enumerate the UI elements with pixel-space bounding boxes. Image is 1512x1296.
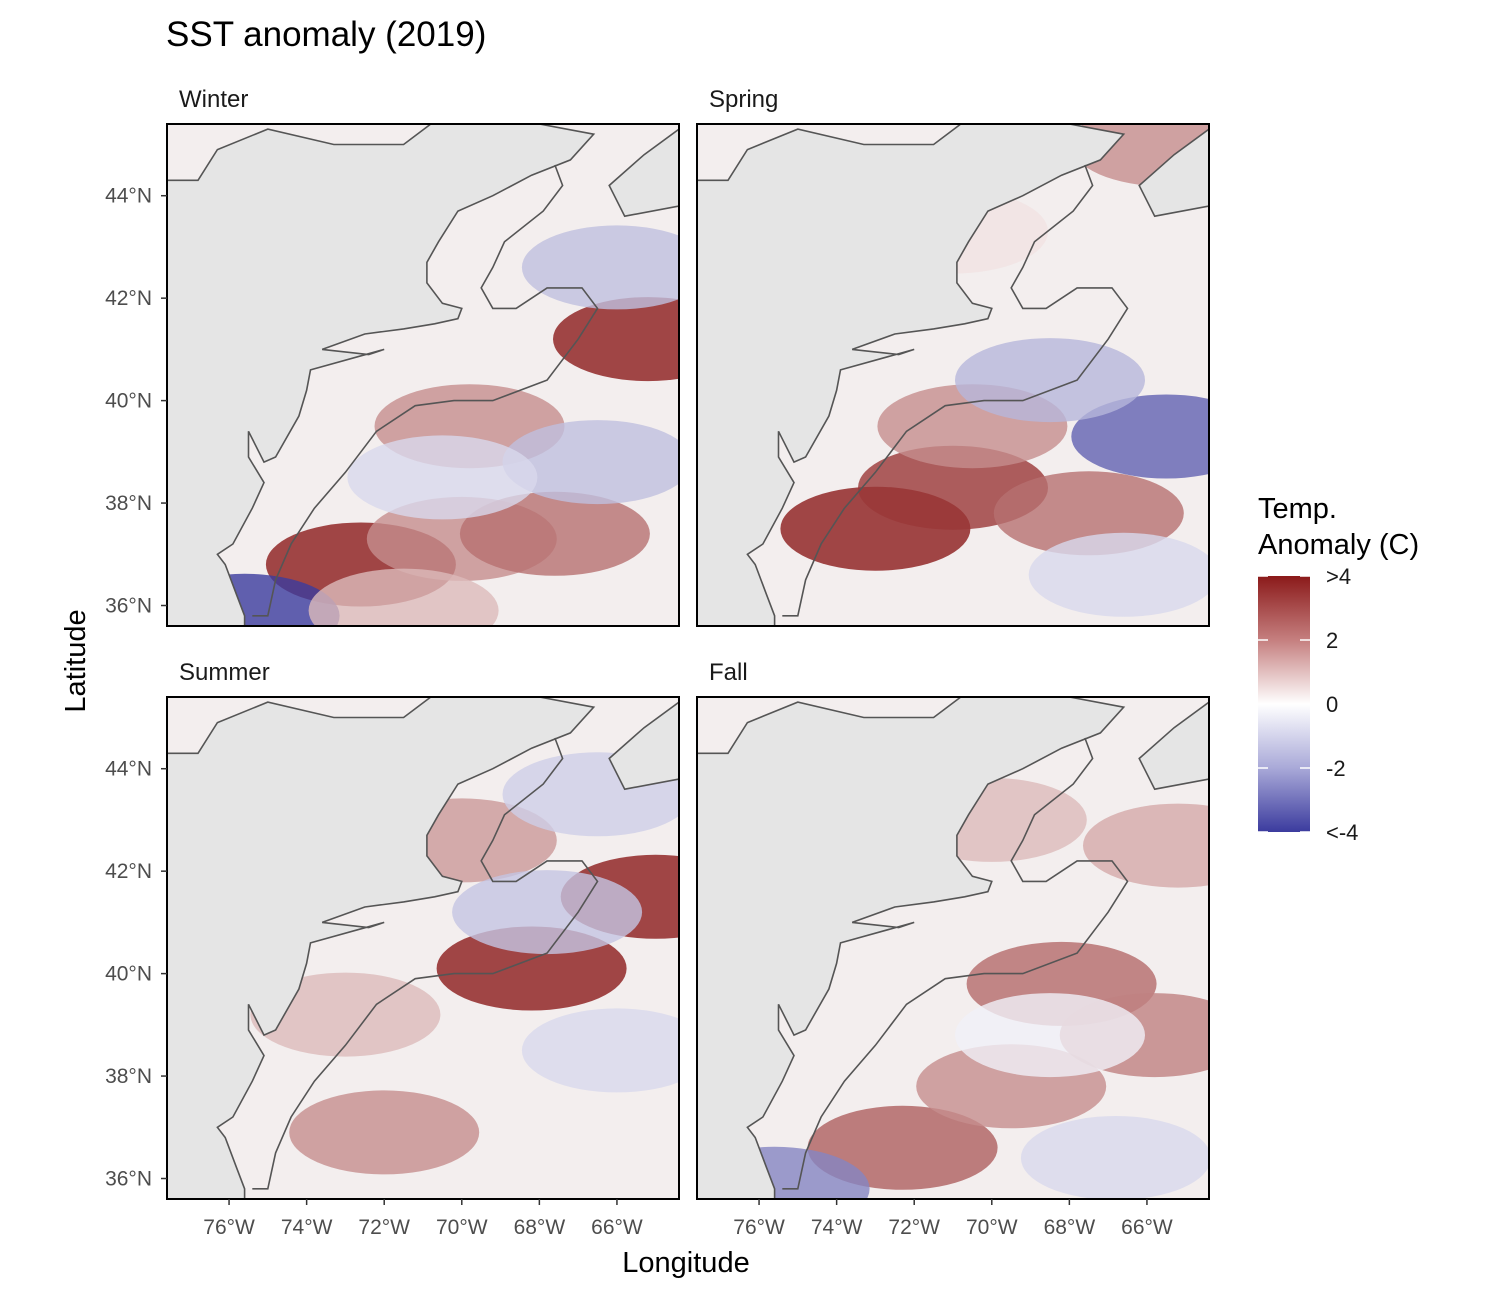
- x-tick-label: 72°W: [358, 1216, 410, 1239]
- y-tick-label: 38°N: [105, 492, 152, 515]
- legend-title-line1: Temp.: [1258, 493, 1337, 525]
- anomaly-blob: [459, 491, 650, 576]
- anomaly-blob: [1071, 394, 1209, 479]
- panel-border: [696, 696, 1210, 1200]
- panel-summer: Summer: [166, 659, 680, 1200]
- y-tick-label: 44°N: [105, 185, 152, 208]
- y-tick-label: 40°N: [105, 963, 152, 986]
- anomaly-blob: [955, 338, 1145, 423]
- facet-label: Spring: [709, 86, 778, 113]
- anomaly-blob: [955, 993, 1145, 1078]
- legend-label: 0: [1326, 692, 1338, 717]
- land-mass: [167, 697, 596, 1199]
- y-axis-title: Latitude: [60, 609, 92, 712]
- legend-title-line2: Anomaly (C): [1258, 529, 1419, 561]
- x-tick-label: 70°W: [436, 1216, 488, 1239]
- y-tick-label: 36°N: [105, 595, 152, 618]
- y-tick-label: 40°N: [105, 390, 152, 413]
- panel-fall: Fall: [696, 659, 1210, 1200]
- x-tick-label: 68°W: [1044, 1216, 1096, 1239]
- panel-border: [696, 123, 1210, 627]
- anomaly-blob: [521, 1008, 679, 1093]
- legend-ticks: >4 2 0 -2 <-4: [1258, 564, 1358, 845]
- panel-spring: Spring: [696, 86, 1210, 627]
- x-tick-label: 76°W: [203, 1216, 255, 1239]
- x-tick-label: 74°W: [811, 1216, 863, 1239]
- panel-map: [697, 124, 1209, 626]
- anomaly-blob: [452, 870, 643, 955]
- anomaly-blob: [1020, 1116, 1209, 1199]
- shelf-boundary-line: [252, 737, 599, 1190]
- y-tick-label: 36°N: [105, 1168, 152, 1191]
- panel-map: [167, 124, 679, 626]
- facet-label: Summer: [179, 659, 270, 686]
- land-mass: [697, 124, 1126, 626]
- anomaly-blob: [553, 297, 679, 382]
- legend-label: <-4: [1326, 820, 1358, 845]
- legend-label: >4: [1326, 564, 1351, 589]
- land-mass: [697, 697, 1126, 1199]
- nova-scotia-land: [608, 701, 679, 791]
- chart-title: SST anomaly (2019): [166, 15, 486, 54]
- shelf-boundary-line: [782, 164, 1129, 617]
- x-axis-ticks: 76°W 74°W 72°W 70°W 68°W 66°W 76°W 74°W 72°W 70°W…: [203, 1199, 1173, 1239]
- facet-panels: Winter Spring Summer Fall: [166, 86, 1210, 1200]
- anomaly-blob: [308, 568, 499, 626]
- x-tick-label: 66°W: [1121, 1216, 1173, 1239]
- x-tick-label: 76°W: [733, 1216, 785, 1239]
- y-tick-label: 42°N: [105, 860, 152, 883]
- anomaly-blob: [521, 225, 679, 310]
- anomaly-blob: [347, 435, 538, 520]
- anomaly-blob: [289, 1090, 480, 1175]
- panel-map: [697, 697, 1209, 1199]
- legend-label: 2: [1326, 628, 1338, 653]
- anomaly-blob: [1028, 532, 1209, 617]
- anomaly-blob: [1083, 803, 1209, 888]
- x-tick-label: 70°W: [966, 1216, 1018, 1239]
- nova-scotia-land: [1138, 128, 1209, 218]
- x-tick-label: 68°W: [514, 1216, 566, 1239]
- facet-label: Winter: [179, 86, 248, 113]
- y-tick-label: 42°N: [105, 287, 152, 310]
- panel-border: [166, 123, 680, 627]
- x-tick-label: 66°W: [591, 1216, 643, 1239]
- nova-scotia-land: [608, 128, 679, 218]
- legend-label: -2: [1326, 756, 1346, 781]
- anomaly-blob: [502, 420, 679, 505]
- y-axis-ticks: 36°N 38°N 40°N 42°N 44°N 36°N 38°N 40°N 42°N 44°N: [105, 185, 167, 1191]
- shelf-boundary-line: [782, 737, 1129, 1190]
- panel-map: [167, 697, 679, 1199]
- x-tick-label: 74°W: [281, 1216, 333, 1239]
- y-tick-label: 44°N: [105, 758, 152, 781]
- panel-border: [166, 696, 680, 1200]
- nova-scotia-land: [1138, 701, 1209, 791]
- x-axis-title: Longitude: [622, 1247, 749, 1279]
- legend: Temp. Anomaly (C) >4 2 0 -2 <-4: [1258, 493, 1419, 845]
- facet-label: Fall: [709, 659, 748, 686]
- land-mass: [167, 124, 596, 626]
- shelf-boundary-line: [252, 164, 599, 617]
- panel-winter: Winter: [166, 86, 680, 627]
- x-tick-label: 72°W: [888, 1216, 940, 1239]
- y-tick-label: 38°N: [105, 1065, 152, 1088]
